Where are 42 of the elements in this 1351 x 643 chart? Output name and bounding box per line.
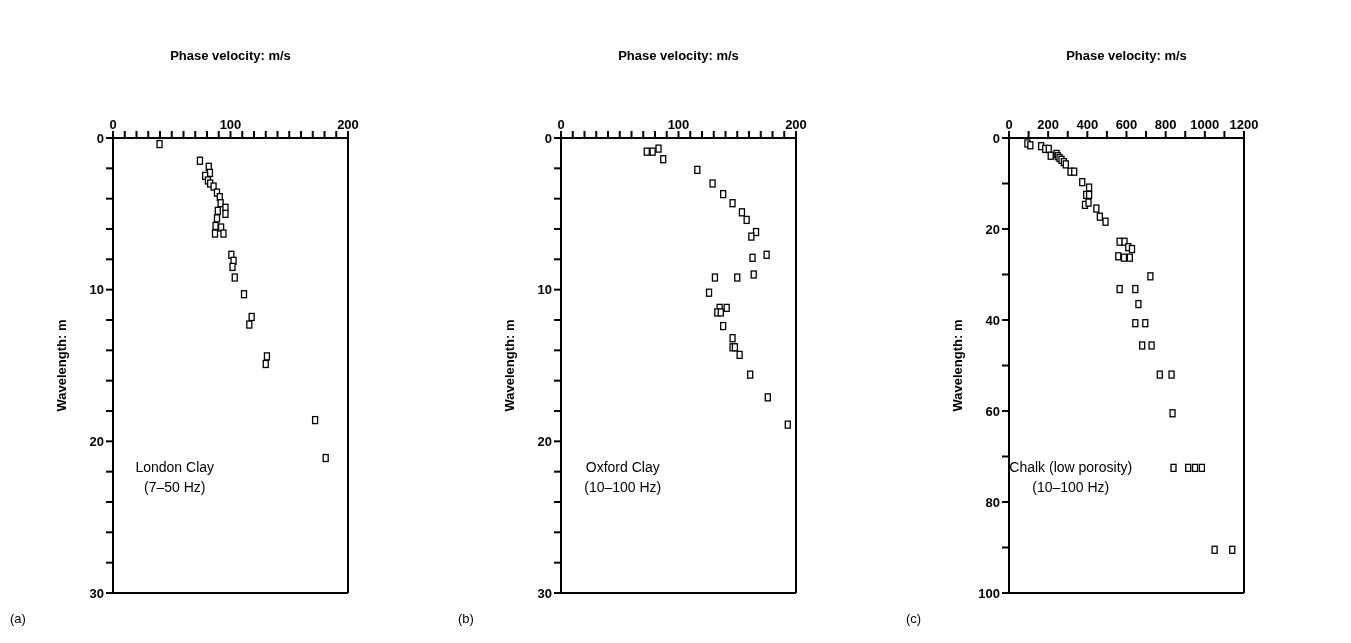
x-tick-label: 100 bbox=[667, 117, 690, 132]
y-tick-label: 80 bbox=[985, 494, 1000, 510]
y-tick-label: 30 bbox=[537, 585, 552, 601]
annotation: (10–100 Hz) bbox=[1032, 478, 1110, 495]
x-tick-label: 800 bbox=[1154, 117, 1177, 132]
x-tick-label: 200 bbox=[1037, 117, 1060, 132]
x-tick-label: 100 bbox=[219, 117, 242, 132]
x-axis-title: Phase velocity: m/s bbox=[170, 48, 291, 63]
x-axis-title: Phase velocity: m/s bbox=[618, 48, 739, 63]
y-tick-label: 100 bbox=[978, 585, 1000, 601]
annotation: London Clay bbox=[134, 457, 216, 477]
text: (b) bbox=[458, 611, 474, 626]
x-tick-label: 0 bbox=[557, 117, 565, 132]
x-tick-label: 0 bbox=[109, 117, 117, 132]
annotation: Chalk (low porosity) bbox=[1008, 457, 1134, 477]
y-tick-label: 20 bbox=[89, 433, 104, 449]
y-axis-title: Wavelength: m bbox=[949, 319, 965, 412]
y-tick-label: 10 bbox=[89, 282, 104, 298]
y-tick-label: 20 bbox=[985, 221, 1000, 237]
y-tick-label: 30 bbox=[89, 585, 104, 601]
x-tick-label: 400 bbox=[1076, 117, 1099, 132]
y-tick-label: 0 bbox=[992, 130, 1000, 146]
y-tick-label: 60 bbox=[985, 403, 1000, 419]
x-axis-title: Phase velocity: m/s bbox=[1066, 48, 1187, 63]
y-tick-label: 10 bbox=[537, 282, 552, 298]
x-tick-label: 1200 bbox=[1229, 117, 1259, 132]
text: (a) bbox=[10, 611, 26, 626]
x-tick-label: 200 bbox=[785, 117, 807, 132]
y-axis-title: Wavelength: m bbox=[501, 319, 517, 412]
text: (c) bbox=[906, 611, 922, 626]
annotation: (7–50 Hz) bbox=[143, 477, 207, 497]
x-tick-label: 1000 bbox=[1190, 117, 1220, 132]
y-tick-label: 40 bbox=[985, 312, 1000, 328]
y-tick-label: 0 bbox=[544, 130, 552, 146]
annotation: Oxford Clay bbox=[584, 457, 661, 477]
y-axis-title: Wavelength: m bbox=[53, 319, 69, 412]
x-tick-label: 0 bbox=[1005, 117, 1013, 132]
x-tick-label: 600 bbox=[1115, 117, 1138, 132]
y-tick-label: 20 bbox=[537, 433, 552, 449]
y-tick-label: 0 bbox=[96, 130, 104, 146]
annotation: (10–100 Hz) bbox=[583, 477, 663, 497]
x-tick-label: 200 bbox=[337, 117, 359, 132]
